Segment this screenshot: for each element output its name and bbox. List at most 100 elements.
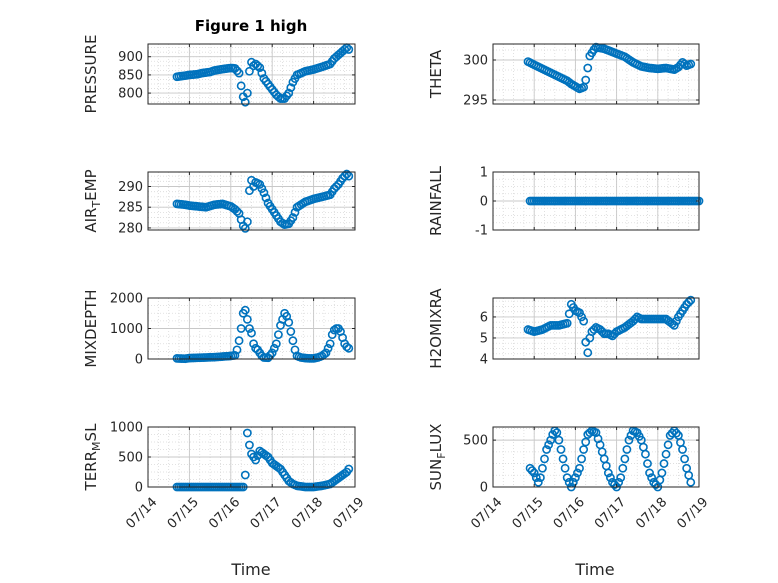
- data-point: [321, 348, 331, 358]
- data-point: [232, 206, 242, 216]
- data-point: [622, 445, 632, 454]
- x-tick-label: 07/18: [633, 495, 670, 532]
- data-point: [579, 445, 589, 454]
- data-point: [641, 449, 650, 459]
- data-point: [531, 473, 541, 483]
- data-point: [286, 327, 296, 336]
- y-tick-label: 0: [480, 195, 488, 210]
- data-point: [251, 455, 261, 465]
- theta-axes: 295 300 THETA: [427, 42, 700, 109]
- data-point: [529, 468, 539, 478]
- x-tick-label: 07/15: [510, 495, 547, 532]
- y-tick-label: 500: [463, 434, 488, 449]
- data-point: [245, 440, 254, 450]
- y-tick-label: 1: [480, 166, 488, 181]
- data-point: [242, 217, 252, 227]
- y-tick-label: 0: [135, 353, 143, 368]
- x-tick-label: 07/18: [289, 495, 326, 532]
- data-point: [686, 59, 696, 69]
- data-point: [661, 449, 671, 459]
- y-axis-label: H2OMIXRA: [427, 288, 445, 369]
- axes-box: [492, 43, 700, 105]
- y-axis-label: PRESSURE: [82, 35, 100, 114]
- data-point: [647, 473, 657, 483]
- y-tick-label: 1000: [110, 322, 143, 337]
- terr-msl-axes: 0 500 1000 07/14 07/15 07/16 07/17 07/18 07/19 TE…: [82, 421, 367, 532]
- data-point: [342, 169, 352, 179]
- y-axis-label: TERRMSL: [82, 423, 103, 492]
- data-point: [319, 350, 329, 359]
- data-point: [249, 339, 258, 349]
- right-xlabel: Time: [574, 560, 614, 579]
- data-point: [344, 171, 354, 181]
- data-point: [556, 445, 566, 454]
- figure-title: Figure 1 high: [195, 17, 308, 35]
- data-point: [274, 330, 283, 339]
- data-point: [624, 435, 634, 445]
- x-tick-label: 07/16: [551, 495, 588, 532]
- data-point: [344, 45, 354, 54]
- data-point: [288, 213, 298, 222]
- data-point: [234, 68, 244, 78]
- data-point: [645, 468, 654, 478]
- data-point: [257, 68, 267, 78]
- data-point: [242, 428, 252, 438]
- x-tick-label: 07/14: [468, 495, 505, 532]
- data-point: [676, 60, 685, 70]
- y-tick-label: 4: [480, 353, 488, 368]
- data-point: [535, 473, 545, 483]
- y-tick-label: 0: [480, 481, 488, 496]
- x-tick-label: 07/19: [330, 495, 367, 532]
- y-tick-label: 6: [480, 310, 488, 325]
- y-tick-label: 300: [463, 54, 488, 69]
- y-axis-label: SUNFLUX: [427, 424, 448, 491]
- x-tick-label: 07/19: [674, 495, 711, 532]
- h2omixra-axes: 4 5 6 H2OMIXRA: [427, 288, 700, 369]
- data-point: [671, 428, 681, 438]
- data-point: [680, 454, 689, 464]
- data-point: [542, 445, 551, 454]
- data-point: [680, 59, 689, 69]
- y-tick-label: 2000: [110, 292, 143, 307]
- data-point: [344, 343, 354, 353]
- data-point: [259, 188, 269, 198]
- data-point: [659, 459, 669, 468]
- y-tick-label: 850: [118, 68, 143, 83]
- data-point: [577, 454, 586, 464]
- data-point: [253, 61, 263, 71]
- data-point: [232, 66, 242, 76]
- data-point: [564, 477, 574, 487]
- data-point: [247, 328, 256, 338]
- data-point: [331, 182, 341, 191]
- data-point: [678, 445, 687, 454]
- data-point: [284, 317, 294, 327]
- data-point: [560, 463, 570, 473]
- data-point: [533, 477, 543, 487]
- data-point: [583, 348, 593, 358]
- data-point: [575, 463, 584, 473]
- data-point: [232, 345, 242, 355]
- data-point: [342, 342, 352, 352]
- data-point: [585, 428, 595, 438]
- y-axis-label: AIRTEMP: [82, 169, 103, 232]
- data-point: [245, 66, 254, 76]
- data-point: [288, 336, 298, 346]
- data-point: [614, 477, 624, 487]
- data-point: [344, 464, 354, 474]
- data-point: [323, 343, 333, 353]
- data-point: [242, 88, 252, 98]
- data-point: [544, 440, 554, 450]
- data-point: [240, 470, 250, 480]
- data-point: [538, 463, 547, 473]
- data-point: [606, 473, 615, 483]
- data-point: [686, 477, 696, 487]
- y-tick-label: 5: [480, 331, 488, 346]
- data-point: [581, 437, 591, 447]
- data-point: [327, 330, 337, 339]
- data-point: [236, 324, 246, 333]
- x-tick-label: 07/14: [123, 495, 160, 532]
- data-point: [568, 477, 578, 487]
- data-point: [255, 63, 265, 73]
- data-point: [540, 454, 549, 464]
- y-tick-label: 1000: [110, 421, 143, 436]
